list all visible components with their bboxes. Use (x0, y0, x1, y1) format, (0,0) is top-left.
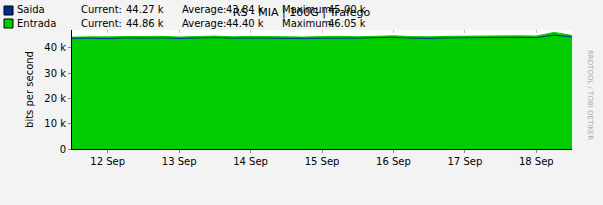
svg-text:16 Sep: 16 Sep (376, 156, 411, 167)
svg-text:RS - MIA | 100G | Trafego: RS - MIA | 100G | Trafego (233, 6, 371, 19)
svg-text:RRDTOOL / TOBI OETIKER: RRDTOOL / TOBI OETIKER (586, 50, 594, 140)
svg-text:Saida: Saida (17, 4, 45, 15)
svg-text:0: 0 (60, 144, 66, 155)
svg-text:44.40 k: 44.40 k (226, 18, 264, 29)
svg-text:10 k: 10 k (44, 118, 66, 129)
svg-text:14 Sep: 14 Sep (233, 156, 268, 167)
svg-text:Current:: Current: (81, 4, 122, 15)
svg-text:18 Sep: 18 Sep (519, 156, 554, 167)
svg-text:Maximum:: Maximum: (282, 4, 335, 15)
svg-text:Maximum:: Maximum: (282, 18, 335, 29)
svg-text:17 Sep: 17 Sep (447, 156, 482, 167)
svg-text:13 Sep: 13 Sep (162, 156, 197, 167)
svg-text:12 Sep: 12 Sep (90, 156, 125, 167)
svg-text:Current:: Current: (81, 18, 122, 29)
svg-text:bits per second: bits per second (24, 51, 35, 128)
svg-text:44.27 k: 44.27 k (126, 4, 164, 15)
svg-text:20 k: 20 k (44, 93, 66, 104)
svg-text:15 Sep: 15 Sep (305, 156, 340, 167)
svg-text:44.86 k: 44.86 k (126, 18, 164, 29)
svg-text:46.05 k: 46.05 k (328, 18, 366, 29)
svg-text:43.84 k: 43.84 k (226, 4, 264, 15)
svg-text:40 k: 40 k (44, 42, 66, 53)
svg-text:Entrada: Entrada (17, 18, 56, 29)
svg-text:Average:: Average: (182, 18, 226, 29)
svg-text:30 k: 30 k (44, 68, 66, 79)
svg-text:Average:: Average: (182, 4, 226, 15)
svg-text:45.00 k: 45.00 k (328, 4, 366, 15)
